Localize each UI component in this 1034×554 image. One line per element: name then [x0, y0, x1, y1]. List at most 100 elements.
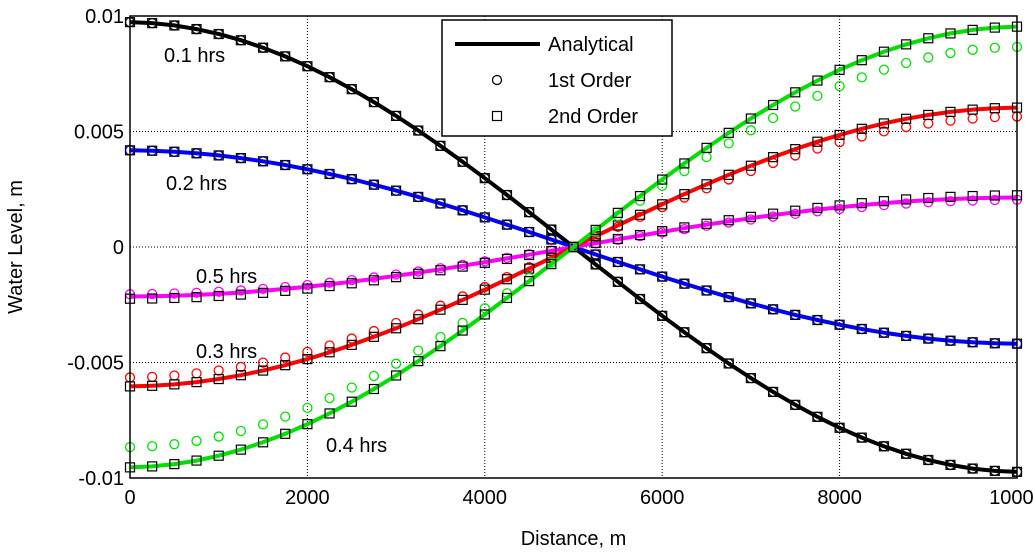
second-order-point — [945, 28, 956, 39]
first-order-point — [346, 333, 357, 344]
second-order-point — [213, 28, 224, 40]
second-order-point — [546, 224, 557, 235]
first-order-point — [745, 125, 757, 136]
legend-circle-marker — [491, 74, 503, 86]
second-order-point — [657, 199, 668, 210]
second-order-point — [967, 463, 978, 474]
second-order-point — [368, 331, 380, 342]
first-order-point — [213, 431, 224, 442]
second-order-point — [634, 229, 646, 241]
first-order-point — [368, 370, 380, 382]
second-order-point — [679, 189, 690, 200]
first-order-point — [302, 402, 313, 414]
second-order-point — [324, 72, 335, 83]
first-order-point — [235, 361, 247, 373]
second-order-point — [901, 39, 912, 50]
second-order-point — [679, 327, 690, 338]
second-order-point — [257, 42, 269, 53]
second-order-point — [368, 383, 380, 395]
second-order-point — [657, 174, 668, 185]
second-order-point — [856, 55, 867, 66]
second-order-point — [634, 190, 646, 202]
second-order-point — [280, 285, 291, 296]
second-order-point — [147, 461, 158, 472]
second-order-point — [302, 283, 313, 294]
second-order-point — [368, 179, 380, 190]
curve-label: 0.5 hrs — [196, 266, 257, 288]
second-order-point — [901, 194, 912, 205]
second-order-point — [457, 261, 468, 272]
first-order-point — [390, 317, 402, 329]
first-order-point — [790, 101, 801, 112]
second-order-point — [257, 156, 269, 167]
legend-label: 1st Order — [548, 70, 632, 92]
second-order-point — [856, 323, 867, 335]
first-order-point — [346, 382, 357, 393]
second-order-point — [701, 285, 712, 296]
second-order-point — [501, 274, 513, 285]
second-order-point — [324, 347, 335, 358]
second-order-point — [923, 454, 934, 466]
second-order-point — [679, 222, 690, 233]
second-order-point — [967, 104, 978, 115]
second-order-point — [590, 249, 601, 260]
second-order-point — [590, 259, 601, 270]
second-order-point — [657, 310, 668, 321]
second-order-point — [169, 459, 180, 470]
first-order-point — [191, 368, 202, 379]
second-order-point — [524, 249, 535, 261]
first-order-point — [413, 345, 424, 356]
legend-label: 2nd Order — [548, 106, 638, 128]
second-order-point — [413, 356, 424, 367]
first-order-point — [280, 411, 291, 422]
second-order-point — [457, 156, 468, 167]
first-order-point — [479, 303, 490, 314]
second-order-point — [723, 215, 734, 226]
first-order-point — [834, 136, 845, 148]
second-order-point — [989, 338, 1000, 349]
second-order-point — [767, 99, 779, 111]
second-order-point — [501, 219, 513, 230]
second-order-point — [191, 23, 202, 35]
second-order-point — [280, 159, 291, 171]
second-order-point — [479, 309, 490, 320]
second-order-point — [435, 341, 446, 352]
second-order-point — [302, 353, 313, 365]
second-order-point — [723, 291, 734, 303]
second-order-point — [834, 129, 845, 141]
second-order-point — [745, 298, 757, 309]
first-order-point — [368, 325, 380, 337]
second-order-point — [745, 372, 757, 384]
second-order-point — [856, 198, 867, 209]
second-order-point — [767, 386, 779, 398]
second-order-point — [878, 441, 890, 452]
second-order-point — [413, 125, 424, 136]
second-order-point — [901, 113, 912, 124]
second-order-point — [901, 330, 912, 342]
second-order-point — [435, 140, 446, 151]
grid — [130, 16, 1017, 478]
second-order-point — [302, 61, 313, 72]
second-order-point — [856, 432, 867, 443]
second-order-point — [391, 272, 402, 283]
series-0.4-hrs — [124, 21, 1023, 473]
second-order-point — [967, 337, 978, 348]
second-order-point — [368, 275, 380, 286]
second-order-point — [147, 18, 158, 29]
second-order-point — [435, 304, 446, 315]
first-order-point — [723, 138, 734, 149]
legend: Analytical 1st Order 2nd Order — [441, 19, 673, 137]
second-order-point — [501, 253, 513, 265]
first-order-point — [679, 165, 690, 177]
first-order-point — [878, 64, 890, 75]
second-order-point — [657, 226, 668, 237]
second-order-point — [834, 200, 845, 211]
second-order-point — [235, 152, 246, 164]
second-order-point — [213, 450, 224, 461]
second-order-point — [790, 87, 801, 98]
plot-frame — [129, 15, 1018, 479]
second-order-point — [213, 150, 224, 161]
second-order-point — [501, 292, 513, 304]
second-order-point — [302, 419, 313, 430]
